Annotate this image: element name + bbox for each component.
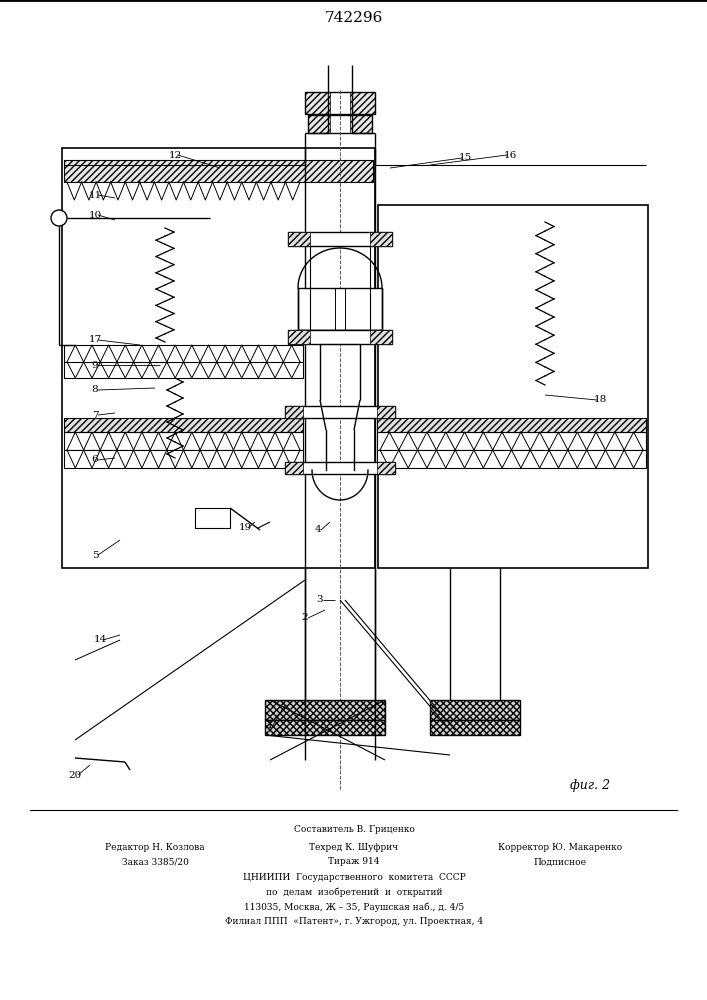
Text: Филиал ППП  «Патент», г. Ужгород, ул. Проектная, 4: Филиал ППП «Патент», г. Ужгород, ул. Про… <box>225 918 483 926</box>
Text: по  делам  изобретений  и  открытий: по делам изобретений и открытий <box>266 887 443 897</box>
Text: 3: 3 <box>317 595 323 604</box>
Bar <box>377 462 395 474</box>
Text: 15: 15 <box>458 153 472 162</box>
Bar <box>62 148 375 568</box>
Text: 17: 17 <box>88 336 102 344</box>
Bar <box>265 720 385 735</box>
Bar <box>195 508 230 528</box>
Text: Техред К. Шуфрич: Техред К. Шуфрич <box>310 844 399 852</box>
Bar <box>308 115 330 133</box>
Bar <box>265 720 385 735</box>
Bar <box>64 418 303 432</box>
Bar <box>305 92 375 114</box>
Bar <box>265 700 385 720</box>
Text: 6: 6 <box>92 456 98 464</box>
Bar <box>370 330 392 344</box>
Bar <box>378 205 648 568</box>
Bar <box>285 406 303 418</box>
Text: 113035, Москва, Ж – 35, Раушская наб., д. 4/5: 113035, Москва, Ж – 35, Раушская наб., д… <box>244 902 464 912</box>
Text: 5: 5 <box>92 550 98 560</box>
Text: фиг. 2: фиг. 2 <box>570 778 610 792</box>
Text: 12: 12 <box>168 150 182 159</box>
Bar <box>377 450 646 468</box>
Text: 11: 11 <box>88 190 102 200</box>
Text: 20: 20 <box>69 770 81 780</box>
Text: Подписное: Подписное <box>534 857 587 866</box>
Circle shape <box>51 210 67 226</box>
Text: Редактор Н. Козлова: Редактор Н. Козлова <box>105 844 205 852</box>
Bar <box>285 462 395 474</box>
Bar <box>285 462 303 474</box>
Bar <box>288 232 310 246</box>
Text: 18: 18 <box>593 395 607 404</box>
Text: 4: 4 <box>315 526 321 534</box>
Bar <box>430 700 520 720</box>
Bar <box>370 232 392 246</box>
Bar <box>64 160 373 182</box>
Text: Тираж 914: Тираж 914 <box>328 857 380 866</box>
Bar <box>308 115 372 133</box>
Bar <box>64 418 303 432</box>
Text: 19: 19 <box>238 524 252 532</box>
Bar <box>430 720 520 735</box>
Bar <box>64 432 303 450</box>
Bar <box>265 700 385 720</box>
Bar <box>377 418 646 432</box>
Bar <box>377 432 646 450</box>
Bar <box>288 232 392 246</box>
Text: ЦНИИПИ  Государственного  комитета  СССР: ЦНИИПИ Государственного комитета СССР <box>243 874 465 882</box>
Bar <box>64 362 303 378</box>
Bar <box>377 418 646 432</box>
Text: 16: 16 <box>503 150 517 159</box>
Bar <box>288 330 392 344</box>
Bar <box>288 330 310 344</box>
Bar <box>430 720 520 735</box>
Bar <box>64 345 303 363</box>
Bar <box>64 160 373 182</box>
Text: Заказ 3385/20: Заказ 3385/20 <box>122 857 189 866</box>
Text: 1: 1 <box>267 720 274 730</box>
Bar <box>305 92 330 114</box>
Text: Составитель В. Гриценко: Составитель В. Гриценко <box>293 826 414 834</box>
Text: 9: 9 <box>92 360 98 369</box>
Text: 7: 7 <box>92 410 98 420</box>
Text: Корректор Ю. Макаренко: Корректор Ю. Макаренко <box>498 844 622 852</box>
Bar <box>350 115 372 133</box>
Text: 2: 2 <box>302 613 308 622</box>
Text: 14: 14 <box>93 636 107 645</box>
Text: 10: 10 <box>88 211 102 220</box>
Bar <box>430 700 520 720</box>
Text: 8: 8 <box>92 385 98 394</box>
Bar <box>64 450 303 468</box>
Bar <box>377 406 395 418</box>
Bar <box>350 92 375 114</box>
Text: 742296: 742296 <box>325 11 383 25</box>
Bar <box>298 288 382 330</box>
Bar <box>285 406 395 418</box>
